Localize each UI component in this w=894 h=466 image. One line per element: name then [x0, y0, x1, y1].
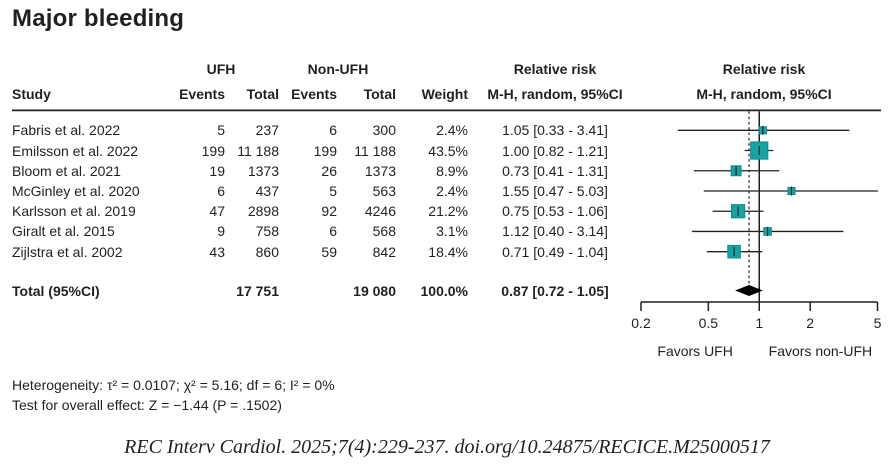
study-name: Karlsson et al. 2019 [12, 203, 136, 220]
ufh-events: 199 [201, 142, 225, 159]
col-header-mh-text: M-H, random, 95%CI [487, 86, 623, 102]
journal-citation: REC Interv Cardiol. 2025;7(4):229-237. d… [124, 436, 770, 458]
total-row: Total (95%CI) 17 751 19 080 100.0% 0.87 [0.7… [0, 281, 680, 301]
heterogeneity-stats: Heterogeneity: τ² = 0.0107; χ² = 5.16; d… [12, 377, 335, 393]
col-header-weight: Weight [421, 86, 468, 102]
ufh-total: 237 [255, 122, 279, 139]
effect-square [730, 165, 742, 177]
ufh-events: 43 [209, 243, 225, 260]
effect-square [763, 227, 772, 236]
ufh-total: 860 [255, 243, 279, 260]
rr-ci-text: 1.55 [0.47 - 5.03] [502, 182, 608, 199]
total-label: Total (95%CI) [12, 282, 100, 299]
ufh-events: 9 [217, 223, 225, 240]
effect-square [727, 244, 741, 259]
group-header-non-ufh: Non-UFH [307, 61, 369, 77]
non-ufh-total: 563 [372, 182, 396, 199]
total-ufh-total: 17 751 [236, 282, 279, 299]
col-header-ufh-total: Total [246, 86, 279, 102]
rr-ci-text: 0.75 [0.53 - 1.06] [502, 203, 608, 220]
total-weight: 100.0% [420, 282, 468, 299]
non-ufh-events: 5 [329, 182, 337, 199]
ufh-total: 758 [255, 223, 279, 240]
favors-right-label: Favors non-UFH [769, 343, 872, 359]
non-ufh-events: 59 [321, 243, 337, 260]
col-header-ufh-events: Events [179, 86, 225, 102]
weight-percent: 21.2% [428, 203, 468, 220]
non-ufh-events: 199 [313, 142, 337, 159]
rr-ci-text: 0.71 [0.49 - 1.04] [502, 243, 608, 260]
study-row: Zijlstra et al. 2002 43 860 59 842 18.4% 0.71 … [0, 242, 680, 262]
rr-ci-text: 0.73 [0.41 - 1.31] [502, 162, 608, 179]
weight-percent: 18.4% [428, 243, 468, 260]
col-header-study: Study [12, 86, 51, 102]
study-name: Giralt et al. 2015 [12, 223, 115, 240]
ufh-total: 437 [255, 182, 279, 199]
col-header-non-ufh-total: Total [363, 86, 396, 102]
weight-percent: 43.5% [428, 142, 468, 159]
total-non-ufh-total: 19 080 [353, 282, 396, 299]
non-ufh-total: 842 [372, 243, 396, 260]
ufh-events: 6 [217, 182, 225, 199]
figure-title: Major bleeding [12, 5, 185, 32]
x-axis-tick-label: 1 [755, 315, 763, 331]
weight-percent: 2.4% [436, 122, 468, 139]
non-ufh-events: 6 [329, 223, 337, 240]
ufh-events: 47 [209, 203, 225, 220]
effect-square [750, 141, 769, 160]
study-name: Bloom et al. 2021 [12, 162, 121, 179]
effect-square [731, 204, 746, 219]
study-row: Bloom et al. 2021 19 1373 26 1373 8.9% 0.73 [0… [0, 161, 680, 181]
column-header-row: Study Events Total Events Total Weight M… [0, 84, 894, 102]
x-axis-tick-label: 5 [874, 315, 882, 331]
effect-square [787, 186, 796, 196]
group-header-ufh: UFH [206, 61, 236, 77]
non-ufh-events: 92 [321, 203, 337, 220]
rr-ci-text: 1.05 [0.33 - 3.41] [502, 122, 608, 139]
favors-left-label: Favors UFH [657, 343, 732, 359]
rr-ci-text: 1.00 [0.82 - 1.21] [502, 142, 608, 159]
summary-diamond [735, 285, 763, 296]
study-name: Fabris et al. 2022 [12, 122, 121, 139]
non-ufh-total: 300 [372, 122, 396, 139]
non-ufh-total: 4246 [364, 203, 396, 220]
weight-percent: 2.4% [436, 182, 468, 199]
non-ufh-total: 568 [372, 223, 396, 240]
study-row: Karlsson et al. 2019 47 2898 92 4246 21.2% 0.7… [0, 201, 680, 221]
study-name: Zijlstra et al. 2002 [12, 243, 123, 260]
ufh-total: 2898 [247, 203, 279, 220]
ufh-events: 5 [217, 122, 225, 139]
study-name: Emilsson et al. 2022 [12, 142, 139, 159]
overall-effect-stats: Test for overall effect: Z = −1.44 (P = … [12, 397, 282, 413]
effect-square [758, 126, 767, 135]
study-row: Fabris et al. 2022 5 237 6 300 2.4% 1.05 [0.33… [0, 120, 680, 140]
non-ufh-events: 26 [321, 162, 337, 179]
non-ufh-total: 1373 [364, 162, 396, 179]
non-ufh-events: 6 [329, 122, 337, 139]
weight-percent: 3.1% [436, 223, 468, 240]
col-header-mh-plot: M-H, random, 95%CI [696, 86, 832, 102]
col-header-non-ufh-events: Events [291, 86, 337, 102]
group-header-rr-text: Relative risk [513, 61, 597, 77]
study-row: McGinley et al. 2020 6 437 5 563 2.4% 1.55 [0.… [0, 181, 680, 201]
ufh-total: 1373 [247, 162, 279, 179]
weight-percent: 8.9% [436, 162, 468, 179]
study-name: McGinley et al. 2020 [12, 182, 140, 199]
rr-ci-text: 1.12 [0.40 - 3.14] [502, 223, 608, 240]
x-axis-tick-label: 0.2 [631, 315, 651, 331]
ufh-events: 19 [209, 162, 225, 179]
total-rr-ci-text: 0.87 [0.72 - 1.05] [501, 282, 609, 299]
x-axis-tick-label: 0.5 [699, 315, 719, 331]
x-axis-tick-label: 2 [806, 315, 814, 331]
study-row: Emilsson et al. 2022 199 11 188 199 11 188 43… [0, 141, 680, 161]
ufh-total: 11 188 [237, 142, 279, 159]
group-header-rr-plot: Relative risk [722, 61, 806, 77]
study-row: Giralt et al. 2015 9 758 6 568 3.1% 1.12 [0.40… [0, 221, 680, 241]
non-ufh-total: 11 188 [354, 142, 396, 159]
